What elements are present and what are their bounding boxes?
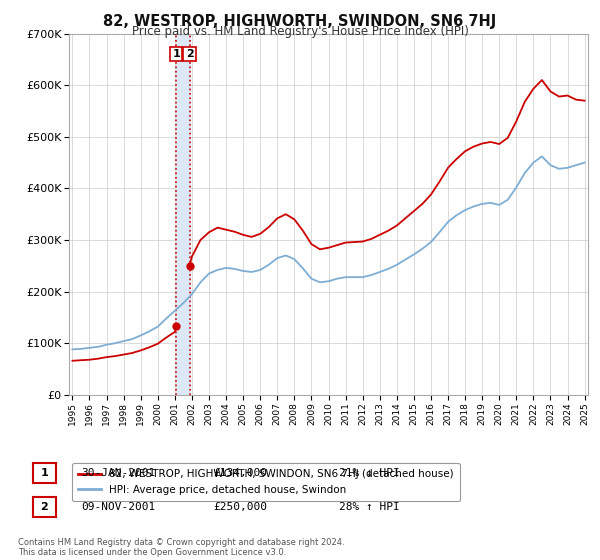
Legend: 82, WESTROP, HIGHWORTH, SWINDON, SN6 7HJ (detached house), HPI: Average price, d: 82, WESTROP, HIGHWORTH, SWINDON, SN6 7HJ… bbox=[71, 463, 460, 501]
Text: 2: 2 bbox=[185, 49, 193, 59]
Text: Price paid vs. HM Land Registry's House Price Index (HPI): Price paid vs. HM Land Registry's House … bbox=[131, 25, 469, 38]
Text: 09-NOV-2001: 09-NOV-2001 bbox=[81, 502, 155, 512]
Text: 28% ↑ HPI: 28% ↑ HPI bbox=[339, 502, 400, 512]
Text: 1: 1 bbox=[172, 49, 180, 59]
Text: £134,000: £134,000 bbox=[213, 468, 267, 478]
Bar bbox=[176, 34, 190, 395]
Text: 30-JAN-2001: 30-JAN-2001 bbox=[81, 468, 155, 478]
Text: Contains HM Land Registry data © Crown copyright and database right 2024.
This d: Contains HM Land Registry data © Crown c… bbox=[18, 538, 344, 557]
Text: £250,000: £250,000 bbox=[213, 502, 267, 512]
Text: 1: 1 bbox=[41, 468, 48, 478]
Text: 2: 2 bbox=[41, 502, 48, 512]
Text: 21% ↓ HPI: 21% ↓ HPI bbox=[339, 468, 400, 478]
Text: 82, WESTROP, HIGHWORTH, SWINDON, SN6 7HJ: 82, WESTROP, HIGHWORTH, SWINDON, SN6 7HJ bbox=[103, 14, 497, 29]
